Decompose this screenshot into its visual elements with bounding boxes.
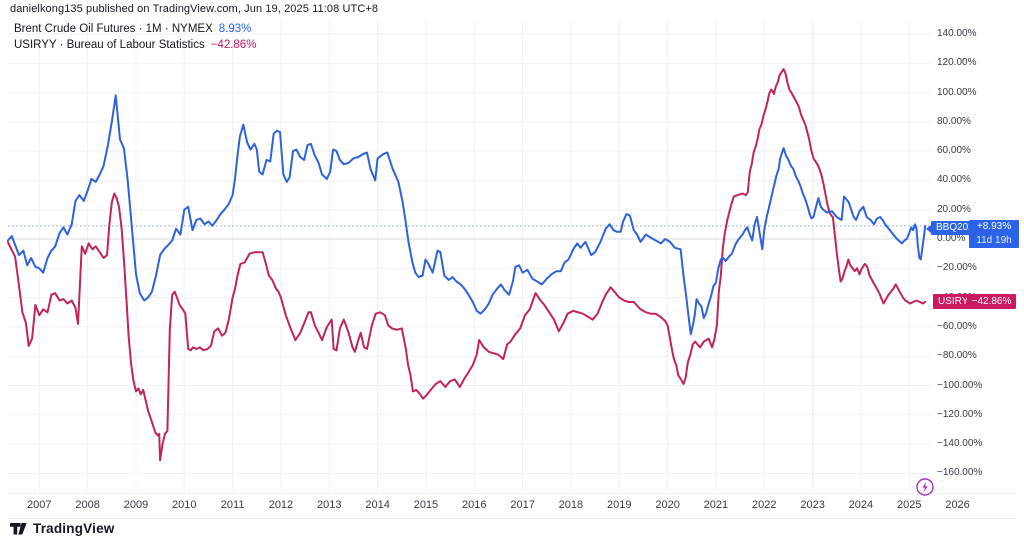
price-value-text: −42.86% [971, 296, 1012, 307]
price-value-text: +8.93% [976, 221, 1012, 232]
price-axis-label: 0.00% [937, 233, 966, 244]
time-axis-label: 2008 [75, 499, 100, 511]
time-axis-label: 2009 [123, 499, 149, 511]
time-axis-label: 2012 [268, 499, 294, 511]
price-axis-label: 20.00% [937, 203, 971, 215]
price-value-usiryy: −42.86% [967, 294, 1016, 309]
tradingview-logo-icon [10, 522, 27, 535]
price-label-text: BBQ2025 [936, 222, 980, 233]
time-axis-label: 2021 [703, 499, 729, 511]
price-axis-label: −120.00% [937, 408, 983, 420]
lightning-icon [916, 478, 934, 496]
price-value-bbq2025: +8.93% 11d 19h [969, 220, 1019, 248]
time-axis-label: 2013 [317, 499, 342, 511]
time-axis-label: 2011 [220, 499, 245, 511]
time-axis-divider [8, 493, 1016, 494]
price-axis-label: −140.00% [937, 438, 983, 450]
time-axis-label: 2019 [607, 499, 632, 511]
bar-countdown-text: 11d 19h [976, 235, 1012, 246]
usiryy-line-series [6, 68, 927, 462]
time-axis-label: 2010 [172, 499, 197, 511]
idea-marker-button[interactable] [915, 477, 935, 497]
price-axis-label: 120.00% [937, 57, 977, 69]
time-axis-label: 2025 [896, 499, 922, 511]
price-axis-label: −160.00% [937, 467, 983, 479]
time-axis-label: 2014 [365, 499, 390, 511]
legend-series-value: 8.93% [218, 23, 252, 35]
price-axis-label: −100.00% [937, 379, 983, 391]
time-axis-label: 2017 [510, 499, 535, 511]
time-axis-label: 2018 [558, 499, 584, 511]
price-axis-label: 140.00% [937, 27, 977, 39]
price-axis-label: 60.00% [937, 145, 971, 157]
price-axis-label: −60.00% [937, 320, 977, 332]
tradingview-logo-text: TradingView [33, 521, 115, 536]
publish-info: danielkong135 published on TradingView.c… [10, 3, 379, 15]
time-axis-label: 2015 [413, 499, 439, 511]
price-axis-label: 100.00% [937, 86, 977, 98]
legend: Brent Crude Oil Futures · 1M · NYMEX 8.93… [14, 21, 256, 53]
legend-series-value: −42.86% [210, 39, 257, 51]
brent-line-series [6, 94, 927, 336]
price-axis-label: −20.00% [937, 262, 977, 274]
price-axis-label: 40.00% [937, 174, 971, 186]
price-axis-label: −80.00% [937, 350, 977, 362]
time-axis-label: 2023 [800, 499, 825, 511]
price-label-text: USIRYY [938, 296, 976, 307]
time-axis-label: 2022 [752, 499, 777, 511]
price-axis-label: 80.00% [937, 115, 971, 127]
legend-series-title: USIRYY · Bureau of Labour Statistics [14, 39, 205, 51]
legend-series-title: Brent Crude Oil Futures · 1M · NYMEX [14, 23, 213, 35]
time-axis-label: 2007 [27, 499, 52, 511]
time-axis-label: 2020 [655, 499, 680, 511]
legend-series-brent[interactable]: Brent Crude Oil Futures · 1M · NYMEX 8.93… [14, 21, 256, 37]
legend-series-usiryy[interactable]: USIRYY · Bureau of Labour Statistics −42.… [14, 37, 256, 53]
time-axis-label: 2024 [848, 499, 874, 511]
footer-divider [8, 518, 1016, 519]
time-axis-label: 2026 [945, 499, 970, 511]
tradingview-logo[interactable]: TradingView [10, 521, 114, 536]
time-axis-label: 2016 [462, 499, 487, 511]
